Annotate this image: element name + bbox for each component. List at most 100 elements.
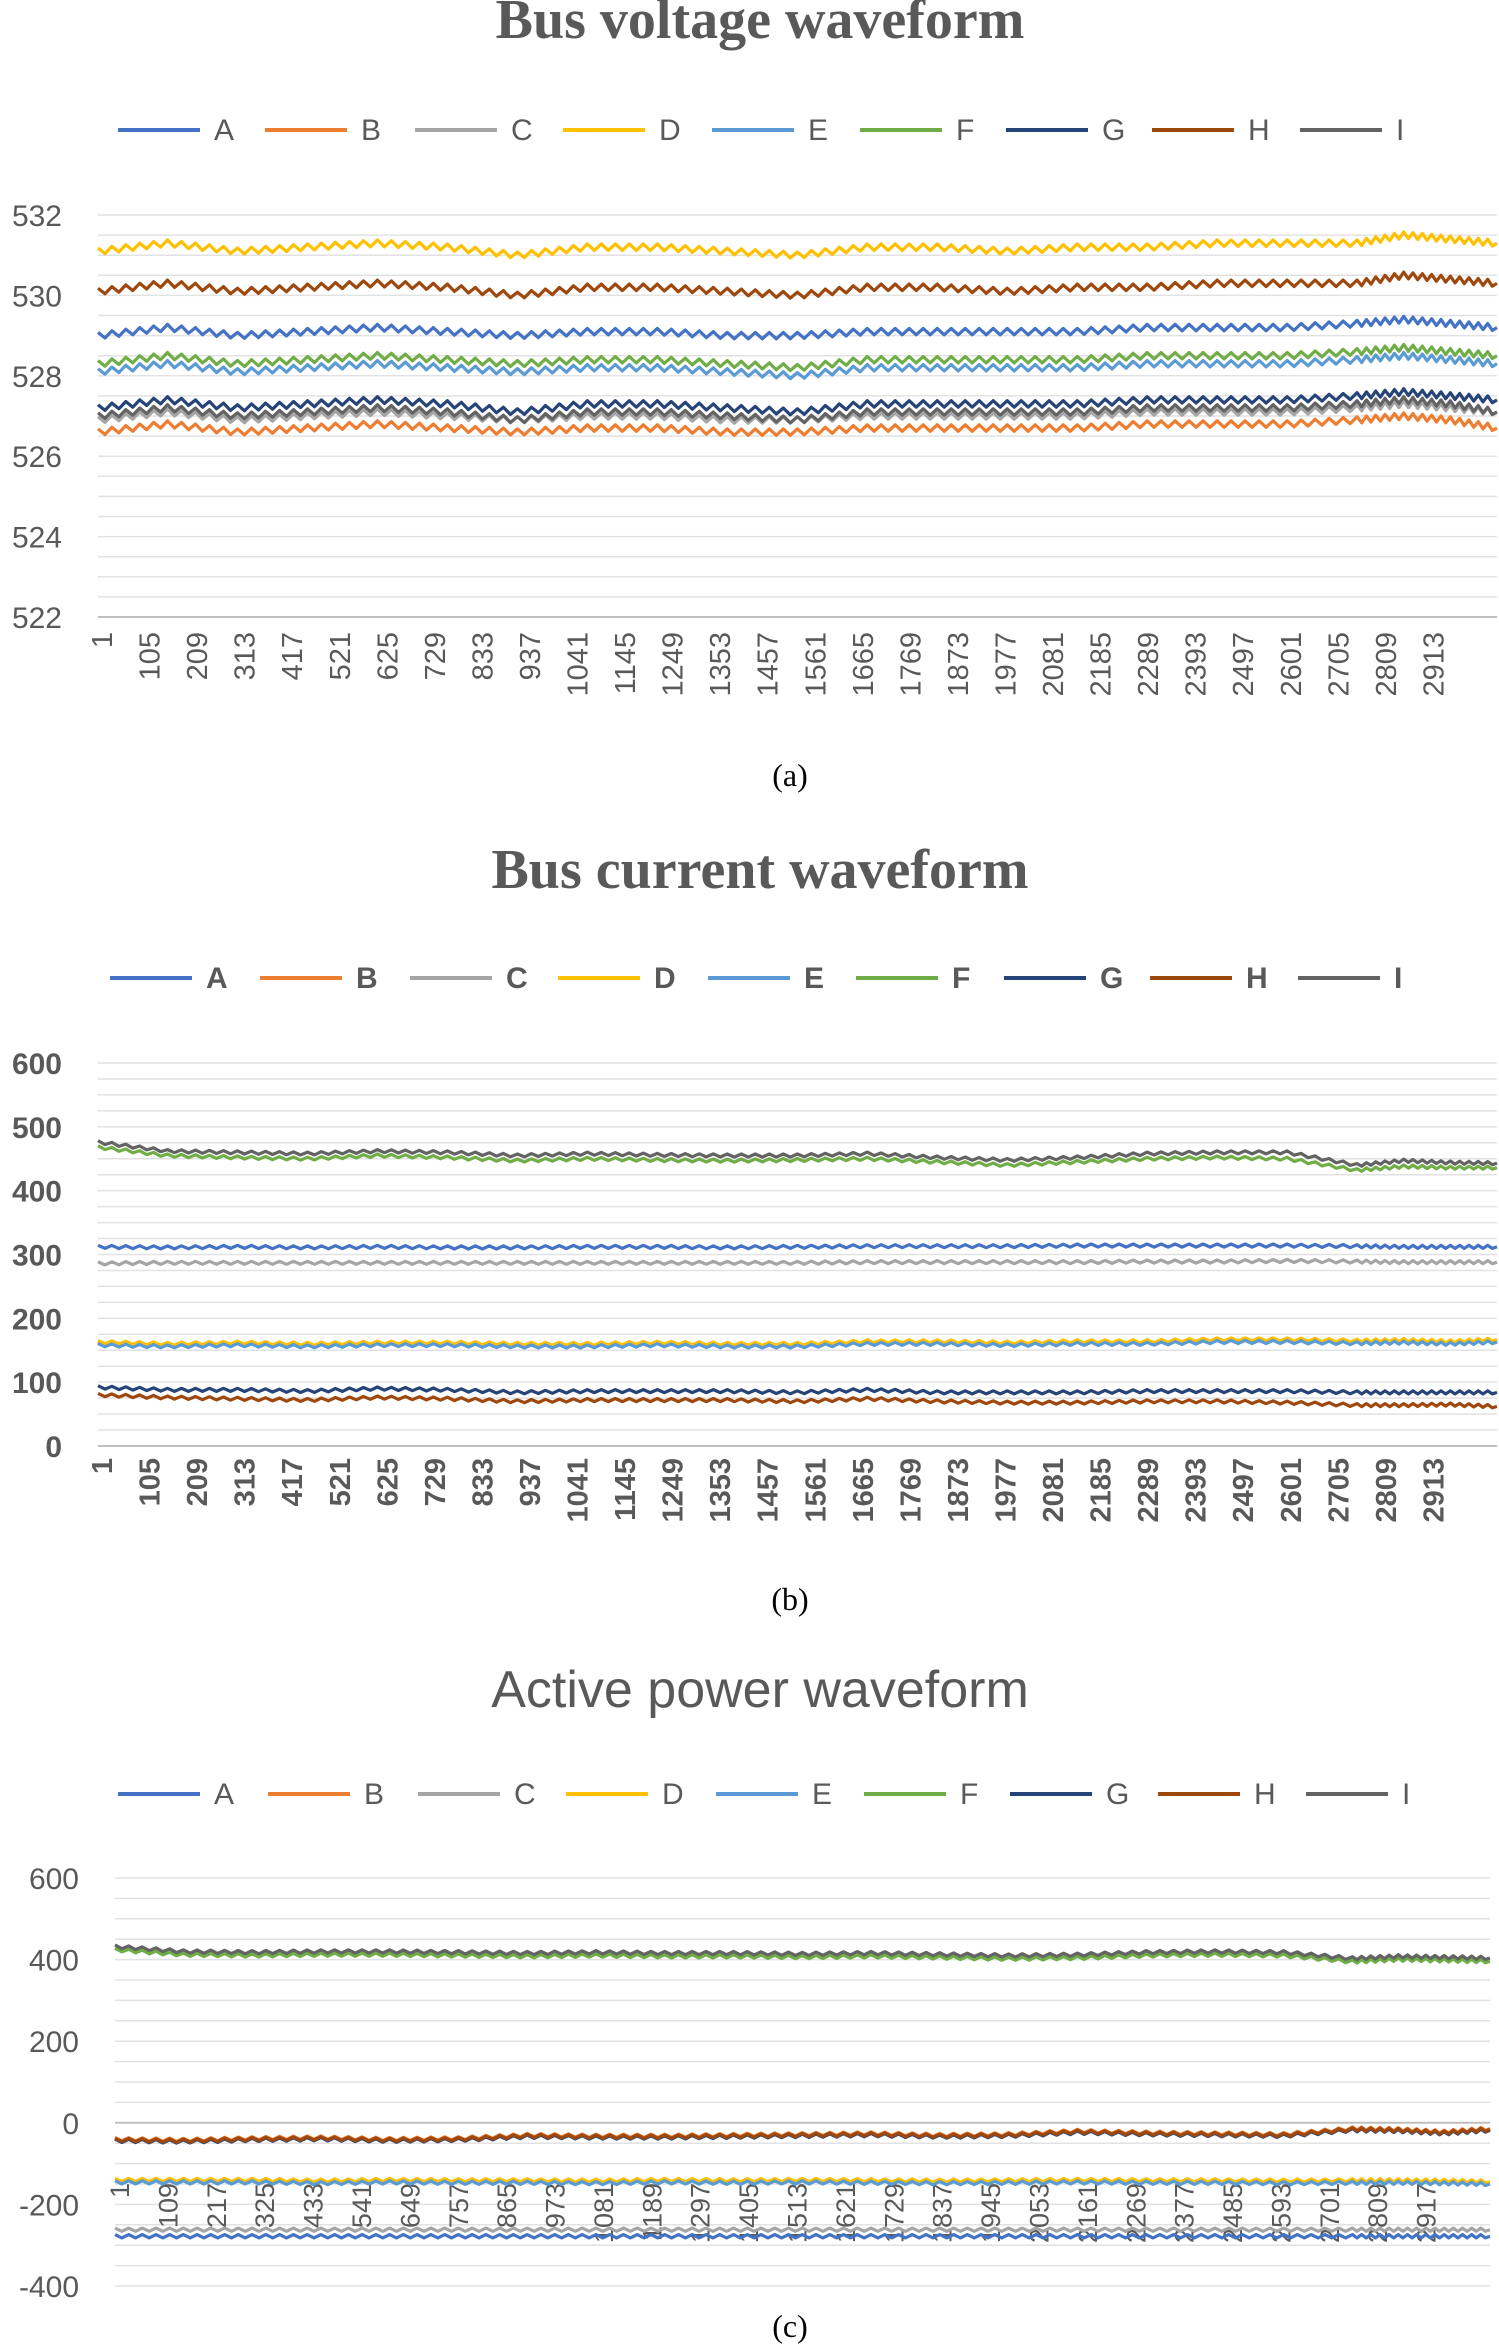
x-tick-label: 1145: [610, 632, 642, 694]
legend-item-c: C: [410, 962, 528, 995]
series-line-i: [114, 1943, 1491, 1962]
x-tick-label: 1: [87, 1458, 119, 1474]
x-tick-label: 1769: [895, 632, 927, 697]
x-tick-label: 1665: [848, 1458, 880, 1523]
figure-caption: (a): [772, 757, 808, 793]
x-tick-label: 2185: [1086, 1458, 1118, 1523]
legend-label: E: [808, 114, 828, 147]
series-line-e: [97, 350, 1498, 381]
x-tick-label: 625: [372, 632, 404, 680]
legend-label: G: [1102, 114, 1125, 147]
legend-label: A: [206, 962, 228, 995]
legend-label: B: [364, 1778, 384, 1811]
chart-title: Bus voltage waveform: [496, 0, 1025, 51]
legend-item-e: E: [712, 114, 828, 147]
legend-label: A: [214, 114, 234, 147]
x-tick-label: 937: [515, 632, 547, 680]
x-tick-label: 1977: [990, 632, 1022, 697]
series-line-d: [97, 1336, 1498, 1348]
legend-label: E: [804, 962, 824, 995]
x-tick-label: 1769: [895, 1458, 927, 1523]
series-line-a: [97, 314, 1498, 341]
series-line-f: [97, 1144, 1498, 1174]
x-tick-label: 2593: [1266, 2183, 1296, 2243]
x-tick-label: 313: [230, 632, 262, 680]
figure-caption: (c): [772, 2308, 808, 2344]
x-tick-label: 1873: [943, 632, 975, 697]
legend-item-i: I: [1298, 962, 1402, 995]
series-line-h: [97, 1391, 1498, 1410]
x-tick-label: 833: [467, 632, 499, 680]
x-tick-label: 833: [467, 1458, 499, 1506]
x-tick-label: 1: [105, 2183, 135, 2198]
y-tick-label: -200: [19, 2189, 79, 2222]
legend-label: I: [1396, 114, 1404, 147]
x-tick-label: 1353: [705, 1458, 737, 1523]
x-tick-label: 1145: [610, 1458, 642, 1521]
x-tick-label: 625: [372, 1458, 404, 1506]
y-tick-label: 600: [12, 1048, 62, 1081]
y-tick-label: 600: [29, 1863, 79, 1896]
x-tick-label: 109: [153, 2183, 183, 2228]
chart-title: Active power waveform: [491, 1661, 1029, 1719]
legend-label: B: [361, 114, 381, 147]
x-tick-label: 2601: [1276, 632, 1308, 697]
legend-label: F: [952, 962, 970, 995]
x-tick-label: 1837: [928, 2183, 958, 2243]
chart-2: Bus current waveform A B C D E F G H I 0 100 200 300 4…: [12, 839, 1498, 1617]
legend-item-a: A: [118, 114, 234, 147]
x-tick-label: 209: [182, 1458, 214, 1506]
y-tick-label: 532: [12, 200, 62, 233]
legend-item-h: H: [1150, 962, 1268, 995]
y-tick-label: 0: [45, 1431, 62, 1464]
x-tick-label: 2377: [1170, 2183, 1200, 2243]
x-tick-label: 1977: [990, 1458, 1022, 1523]
x-tick-label: 433: [299, 2183, 329, 2228]
series-line-b: [97, 411, 1498, 437]
legend-item-c: C: [415, 114, 533, 147]
y-tick-label: 528: [12, 361, 62, 394]
x-tick-label: 1: [87, 632, 119, 648]
y-tick-label: 530: [12, 280, 62, 313]
series-line-i: [97, 395, 1498, 425]
legend-item-g: G: [1006, 114, 1125, 147]
series-line-g: [96, 387, 1498, 417]
y-tick-label: 524: [12, 522, 62, 555]
legend-item-d: D: [563, 114, 681, 147]
legend-item-d: D: [566, 1778, 684, 1811]
legend-label: D: [662, 1778, 684, 1811]
x-tick-label: 2601: [1276, 1458, 1308, 1523]
legend-label: E: [812, 1778, 832, 1811]
x-tick-label: 2081: [1038, 1458, 1070, 1523]
y-tick-label: 400: [12, 1176, 62, 1209]
x-tick-label: 417: [277, 1458, 309, 1506]
series-line-d: [97, 230, 1498, 260]
x-tick-label: 2393: [1181, 1458, 1213, 1523]
x-tick-label: 209: [182, 632, 214, 680]
legend-item-a: A: [118, 1778, 234, 1811]
x-tick-label: 541: [347, 2183, 377, 2228]
legend-label: D: [659, 114, 681, 147]
x-tick-label: 1665: [848, 632, 880, 697]
x-tick-label: 1513: [783, 2183, 813, 2243]
chart-3: Active power waveform A B C D E F G H I -400 -200 0 2…: [19, 1661, 1491, 2344]
y-tick-label: 100: [12, 1367, 62, 1400]
x-tick-label: 1041: [563, 1458, 595, 1523]
x-tick-label: 757: [444, 2183, 474, 2228]
x-tick-label: 2701: [1315, 2183, 1345, 2243]
x-tick-label: 1405: [734, 2183, 764, 2243]
legend-label: D: [654, 962, 676, 995]
y-tick-label: -400: [19, 2271, 79, 2304]
x-tick-label: 1041: [563, 632, 595, 697]
x-tick-label: 2289: [1133, 632, 1165, 697]
series-line-i: [97, 1139, 1498, 1168]
x-tick-label: 2081: [1038, 632, 1070, 697]
series-line-f: [114, 1946, 1491, 1965]
series-line-c: [97, 1257, 1498, 1267]
legend-item-b: B: [260, 962, 378, 995]
legend-label: B: [356, 962, 378, 995]
legend-item-g: G: [1010, 1778, 1129, 1811]
x-tick-label: 1081: [589, 2183, 619, 2243]
chart-title: Bus current waveform: [491, 839, 1028, 901]
x-tick-label: 1457: [753, 632, 785, 697]
